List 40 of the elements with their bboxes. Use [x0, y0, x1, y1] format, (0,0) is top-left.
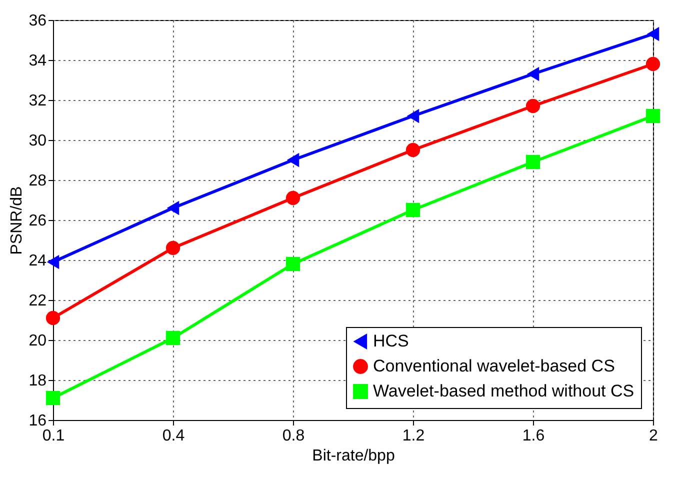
legend-label: Wavelet-based method without CS: [373, 382, 634, 400]
y-tick-label: 28: [28, 172, 47, 190]
x-tick-label: 0.8: [282, 428, 305, 444]
point: [166, 330, 180, 346]
x-tick-label: 0.4: [162, 428, 185, 444]
point: [526, 154, 540, 170]
y-tick-label: 24: [28, 252, 47, 270]
x-tick-label: 2: [649, 428, 658, 444]
y-tick-label: 32: [28, 92, 47, 110]
x-tick-label: 1.6: [522, 428, 545, 444]
point: [46, 254, 60, 270]
y-tick-label: 34: [28, 52, 47, 70]
legend-label: HCS: [373, 332, 409, 350]
y-tick-label: 30: [28, 132, 47, 150]
y-tick-label: 16: [28, 412, 47, 430]
y-tick-label: 20: [28, 332, 47, 350]
point: [166, 240, 180, 256]
point: [526, 98, 540, 114]
y-tick-label: 36: [28, 12, 47, 30]
point: [166, 200, 180, 216]
legend-label: Conventional wavelet-based CS: [373, 356, 615, 376]
y-tick-label: 22: [28, 292, 47, 310]
point: [646, 26, 660, 42]
y-tick-label: 26: [28, 212, 47, 230]
point: [406, 108, 420, 124]
y-axis-title: PSNR/dB: [8, 186, 26, 255]
point: [286, 152, 300, 168]
point: [526, 66, 540, 82]
x-axis-title: Bit-rate/bpp: [312, 448, 395, 464]
point: [406, 202, 420, 218]
point: [46, 390, 60, 406]
point: [646, 56, 660, 72]
point: [646, 108, 660, 124]
x-tick-label: 1.2: [402, 428, 425, 444]
point: [286, 256, 300, 272]
y-tick-label: 18: [28, 372, 47, 390]
point: [46, 310, 60, 326]
point: [286, 190, 300, 206]
point: [406, 142, 420, 158]
x-tick-label: 0.1: [42, 428, 65, 444]
